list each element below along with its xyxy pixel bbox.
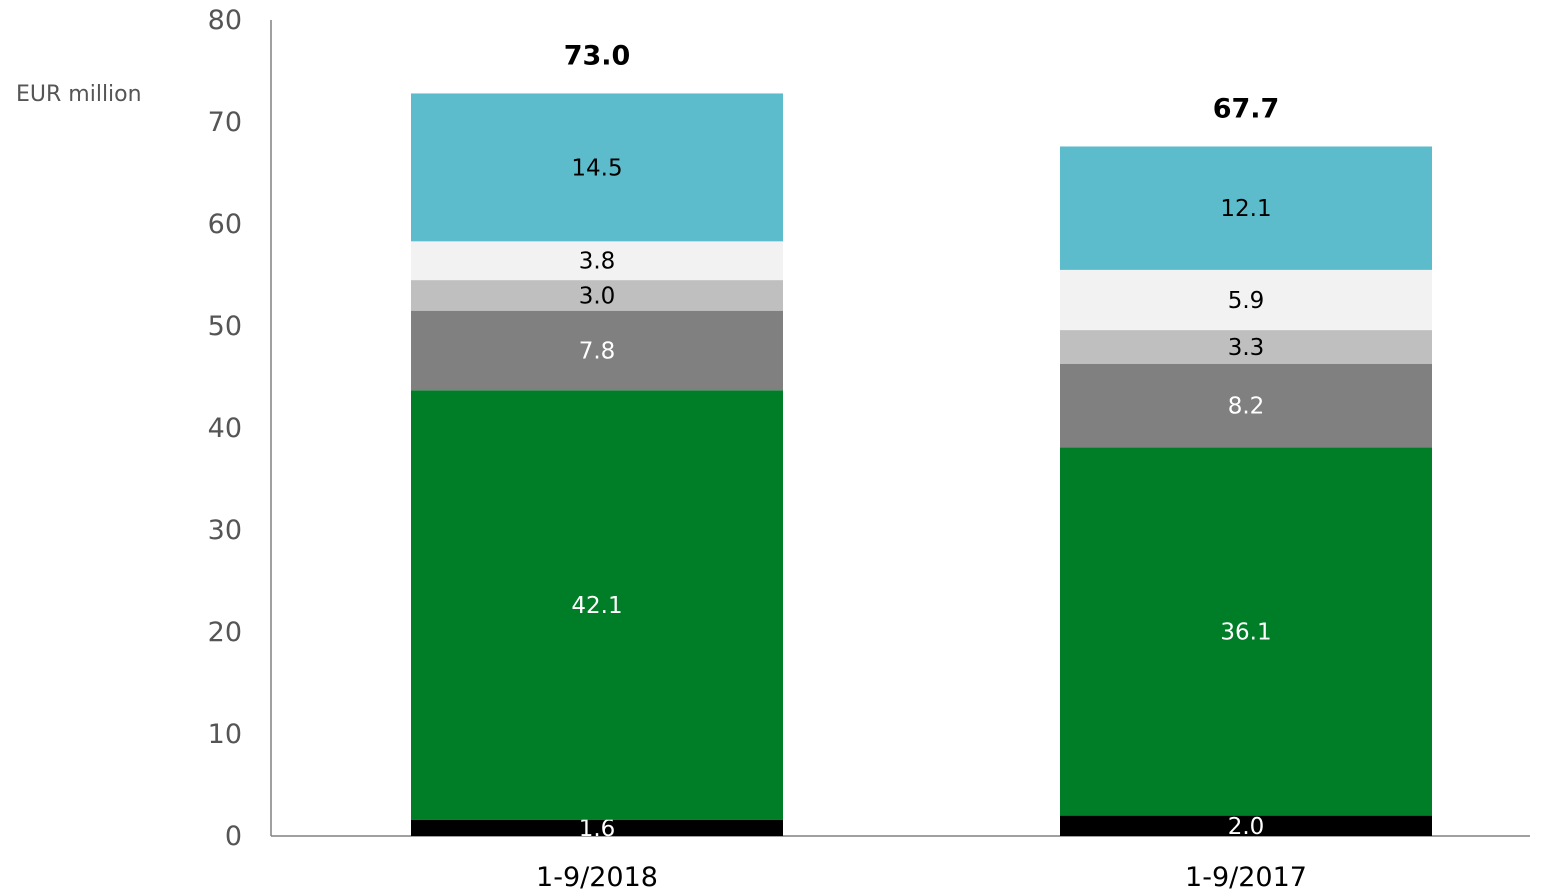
data-label: 3.3 (1228, 335, 1265, 361)
bar-segment (1060, 269, 1432, 331)
y-tick-label: 10 (208, 719, 242, 750)
total-label: 67.7 (1213, 93, 1280, 124)
bar-segment (1060, 330, 1432, 364)
y-tick-label: 40 (208, 413, 242, 444)
y-tick-label: 80 (208, 5, 242, 36)
data-label: 7.8 (579, 338, 616, 364)
data-label: 12.1 (1220, 196, 1271, 222)
y-axis-unit-label: EUR million (16, 82, 142, 107)
bar-segment (411, 819, 783, 836)
bar-segment (1060, 447, 1432, 816)
data-label: 3.8 (579, 249, 616, 275)
data-label: 36.1 (1220, 619, 1271, 645)
bar-segment (411, 310, 783, 391)
data-label: 14.5 (571, 155, 622, 181)
bar-segment (411, 390, 783, 820)
x-tick-label: 1-9/2017 (1185, 862, 1307, 892)
bar-segment (1060, 815, 1432, 836)
bar-segment (411, 280, 783, 311)
bar-segment (1060, 363, 1432, 448)
y-tick-label: 70 (208, 107, 242, 138)
data-label: 8.2 (1228, 394, 1265, 420)
x-tick-label: 1-9/2018 (536, 862, 658, 892)
y-tick-label: 20 (208, 617, 242, 648)
y-tick-label: 50 (208, 311, 242, 342)
data-label: 1.6 (579, 816, 616, 842)
y-tick-label: 60 (208, 209, 242, 240)
y-tick-label: 0 (225, 821, 242, 852)
data-label: 5.9 (1228, 288, 1265, 314)
total-label: 73.0 (564, 40, 631, 71)
data-label: 2.0 (1228, 814, 1265, 840)
bar-segment (1060, 146, 1432, 270)
bar-segment (411, 93, 783, 242)
y-tick-label: 30 (208, 515, 242, 546)
data-label: 3.0 (579, 283, 616, 309)
bar-segment (411, 241, 783, 281)
data-label: 42.1 (571, 593, 622, 619)
